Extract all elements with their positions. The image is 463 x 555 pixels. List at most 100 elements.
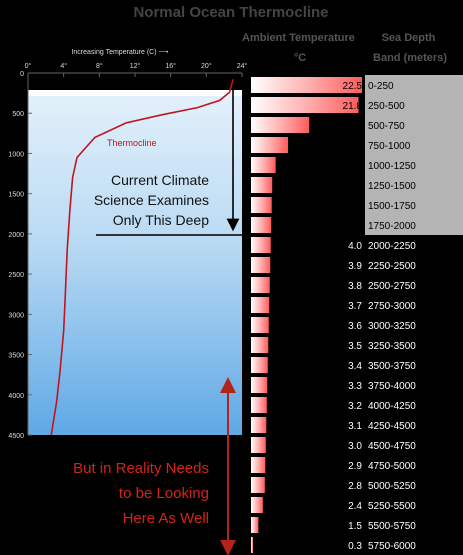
y-tick-label: 0: [20, 71, 24, 78]
temperature-value: 3.5: [348, 341, 362, 352]
x-tick-label: 20°: [201, 62, 212, 70]
temperature-bar: [251, 217, 271, 233]
temperature-value: 22.5: [343, 81, 363, 92]
depth-band-label: 5000-5250: [368, 481, 416, 492]
depth-band-label: 2500-2750: [368, 281, 416, 292]
temperature-bar: [251, 357, 268, 373]
current-text-line-2: Science Examines: [94, 192, 209, 208]
temperature-bar: [251, 197, 272, 213]
y-tick-label: 3000: [8, 312, 24, 319]
temperature-value: 3.7: [348, 301, 362, 312]
temperature-bar: [251, 437, 266, 453]
temperature-value: 4.2: [348, 201, 362, 212]
temp-header-line-2: °C: [294, 52, 306, 64]
depth-band-label: 500-750: [368, 121, 405, 132]
x-tick-label: 16°: [165, 62, 176, 70]
temperature-value: 3.8: [348, 281, 362, 292]
depth-band-label: 750-1000: [368, 141, 411, 152]
depth-band-table: Ambient Temperature °C Sea Depth Band (m…: [242, 32, 463, 553]
temperature-value: 4.1: [348, 221, 362, 232]
x-tick-label: 4°: [60, 62, 67, 70]
temperature-bar: [251, 257, 270, 273]
temperature-value: 7.5: [348, 141, 362, 152]
temp-header: Ambient Temperature °C: [242, 32, 358, 64]
temperature-bar: [251, 277, 270, 293]
temperature-value: 21.8: [343, 101, 363, 112]
reality-text-line-1: But in Reality Needs: [73, 460, 209, 477]
temperature-value: 0.3: [348, 541, 362, 552]
temperature-bar: [251, 117, 309, 133]
depth-band-label: 5750-6000: [368, 541, 416, 552]
temperature-bar: [251, 337, 268, 353]
depth-band-label: 1500-1750: [368, 201, 416, 212]
temperature-value: 3.9: [348, 261, 362, 272]
x-ticks: 0° 4° 8° 12° 16° 20° 24°: [25, 62, 248, 77]
temperature-bar: [251, 497, 263, 513]
temperature-value: 11.8: [343, 121, 362, 132]
temperature-bar: [251, 177, 272, 193]
surface-band: [28, 90, 242, 96]
x-tick-label: 24°: [237, 62, 248, 70]
depth-band-label: 3500-3750: [368, 361, 416, 372]
temperature-value: 3.4: [348, 361, 362, 372]
depth-band-label: 4250-4500: [368, 421, 416, 432]
y-tick-label: 500: [12, 111, 24, 118]
y-tick-label: 2500: [8, 272, 24, 279]
temp-header-line-1: Ambient Temperature: [242, 32, 355, 44]
depth-band-label: 1000-1250: [368, 161, 416, 172]
temperature-value: 1.5: [348, 521, 362, 532]
temperature-bar: [251, 377, 267, 393]
temperature-bar: [251, 157, 276, 173]
temperature-value: 3.1: [348, 421, 362, 432]
temperature-bar: [251, 397, 267, 413]
thermocline-plot: Increasing Temperature (C) ⟶ 0° 4° 8° 12° 16…: [8, 49, 247, 440]
current-text-line-1: Current Climate: [111, 172, 209, 188]
temperature-bar: [251, 317, 269, 333]
y-tick-label: 3500: [8, 353, 24, 360]
band-header-line-1: Sea Depth: [382, 32, 436, 44]
temperature-bar: [251, 137, 288, 153]
depth-band-label: 250-500: [368, 101, 405, 112]
depth-band-label: 5250-5500: [368, 501, 416, 512]
temperature-bar: [251, 537, 253, 553]
y-tick-label: 1000: [8, 151, 24, 158]
y-tick-label: 1500: [8, 192, 24, 199]
temperature-value: 3.0: [348, 441, 362, 452]
temperature-value: 4.3: [348, 181, 362, 192]
curve-label: Thermocline: [107, 138, 157, 148]
x-axis-label: Increasing Temperature (C) ⟶: [71, 49, 168, 56]
chart-title: Normal Ocean Thermocline: [133, 4, 328, 21]
depth-band-label: 3000-3250: [368, 321, 416, 332]
y-tick-label: 4000: [8, 393, 24, 400]
current-text-line-3: Only This Deep: [113, 212, 209, 228]
depth-band-label: 1250-1500: [368, 181, 416, 192]
depth-band-label: 3250-3500: [368, 341, 416, 352]
depth-band-label: 4500-4750: [368, 441, 416, 452]
depth-band-label: 2250-2500: [368, 261, 416, 272]
temperature-bar: [251, 517, 258, 533]
x-tick-label: 8°: [96, 62, 103, 70]
depth-band-label: 2000-2250: [368, 241, 416, 252]
depth-band-label: 4750-5000: [368, 461, 416, 472]
temperature-bar: [251, 297, 269, 313]
depth-band-label: 1750-2000: [368, 221, 416, 232]
depth-band-label: 5500-5750: [368, 521, 416, 532]
temperature-value: 2.4: [348, 501, 362, 512]
temperature-value: 3.2: [348, 401, 362, 412]
reality-text-line-3: Here As Well: [123, 510, 209, 527]
temperature-bar: [251, 477, 265, 493]
x-tick-label: 0°: [25, 62, 32, 70]
temperature-value: 3.6: [348, 321, 362, 332]
temperature-value: 4.0: [348, 241, 362, 252]
x-tick-label: 12°: [130, 62, 141, 70]
reality-text-line-2: to be Looking: [119, 485, 209, 502]
band-header-line-2: Band (meters): [373, 52, 447, 64]
depth-band-label: 4000-4250: [368, 401, 416, 412]
temperature-value: 5.0: [348, 161, 362, 172]
temperature-bar: [251, 237, 271, 253]
temperature-value: 2.8: [348, 481, 362, 492]
depth-band-label: 2750-3000: [368, 301, 416, 312]
temperature-bar: [251, 457, 265, 473]
bars: 22.5 0-250 21.8 250-500 11.8 500-750 7.5 750-10…: [251, 77, 416, 553]
